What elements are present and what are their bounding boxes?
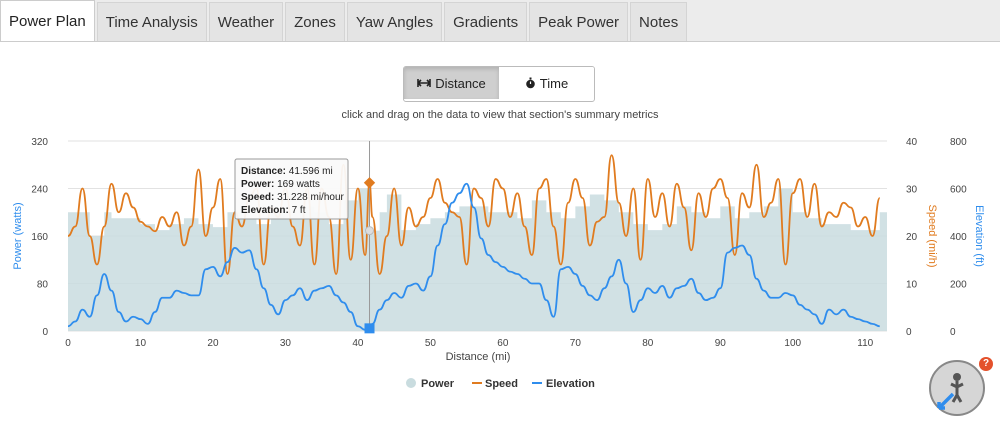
- time-toggle-label: Time: [539, 75, 569, 91]
- tab-yaw-angles[interactable]: Yaw Angles: [346, 2, 443, 42]
- tab-weather[interactable]: Weather: [208, 2, 284, 42]
- cyclist-help-icon: [937, 373, 964, 410]
- stopwatch-icon: [525, 77, 535, 89]
- tab-peak-power[interactable]: Peak Power: [529, 2, 629, 42]
- help-notification-badge: ?: [979, 357, 993, 371]
- x-axis-toggle: Distance Time: [403, 66, 595, 102]
- distance-toggle-label: Distance: [435, 75, 486, 91]
- tab-gradients[interactable]: Gradients: [444, 2, 528, 42]
- tab-zones[interactable]: Zones: [285, 2, 345, 42]
- tab-bar: Power Plan Time Analysis Weather Zones Yaw A…: [0, 0, 689, 42]
- time-toggle-button[interactable]: Time: [499, 67, 594, 99]
- tab-time-analysis[interactable]: Time Analysis: [96, 2, 207, 42]
- chart-hint: click and drag on the data to view that …: [341, 109, 659, 121]
- tab-power-plan[interactable]: Power Plan: [0, 0, 95, 42]
- help-button[interactable]: [929, 360, 985, 416]
- distance-toggle-button[interactable]: Distance: [404, 67, 499, 99]
- tab-notes[interactable]: Notes: [630, 2, 688, 42]
- distance-arrows-icon: [417, 79, 432, 87]
